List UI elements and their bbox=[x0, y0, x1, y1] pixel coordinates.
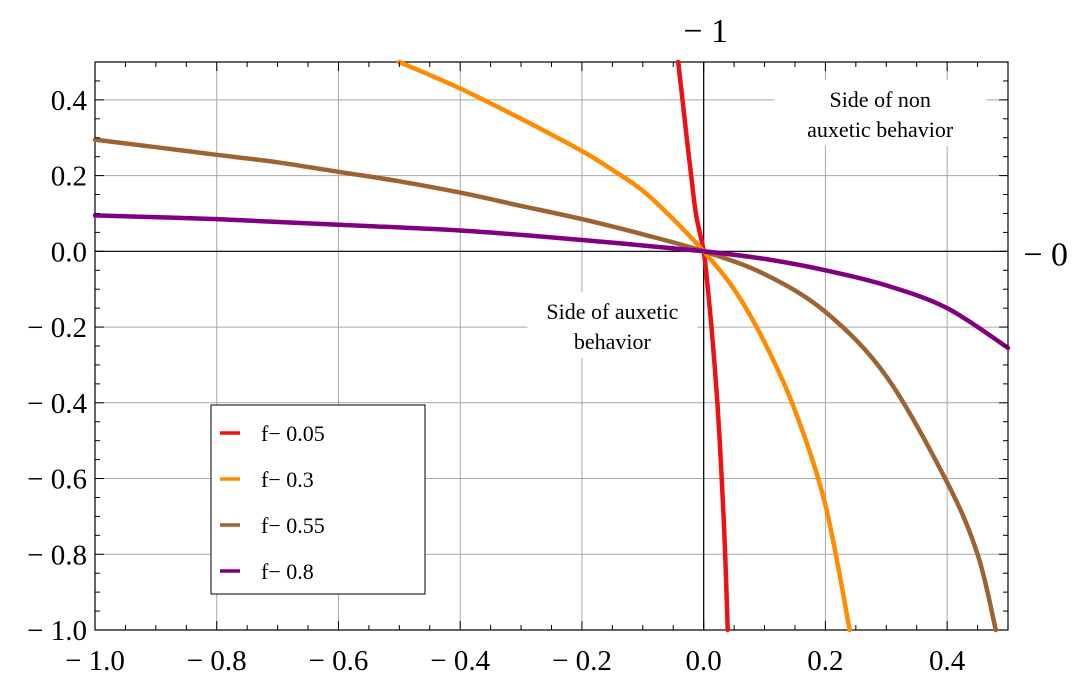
x-axis-end-label: − 0 bbox=[1023, 236, 1068, 273]
legend-label: f− 0.8 bbox=[261, 559, 314, 584]
y-tick-label: − 0.6 bbox=[27, 464, 87, 496]
x-tick-label: − 0.2 bbox=[552, 645, 612, 677]
annotation-text: behavior bbox=[574, 329, 652, 354]
y-tick-label: − 0.2 bbox=[27, 312, 87, 344]
x-tick-label: 0.0 bbox=[686, 645, 722, 677]
y-axis-end-label: − 1 bbox=[683, 13, 728, 50]
annotation-text: auxetic behavior bbox=[807, 117, 954, 142]
legend-label: f− 0.3 bbox=[261, 467, 314, 492]
series-line bbox=[397, 59, 852, 633]
y-tick-label: − 1.0 bbox=[27, 615, 87, 647]
y-tick-label: 0.4 bbox=[51, 85, 88, 117]
series-line bbox=[92, 137, 999, 633]
y-tick-label: 0.0 bbox=[51, 236, 87, 268]
x-tick-label: − 0.4 bbox=[430, 645, 490, 677]
series-layer bbox=[92, 59, 1011, 633]
x-tick-label: − 0.8 bbox=[187, 645, 247, 677]
ticks-layer: − 1.0 − 0.8 − 0.6 − 0.4 − 0.2 0.0 0.2 0.4 0.4 0.2… bbox=[27, 61, 1009, 677]
series-line bbox=[92, 213, 1011, 351]
x-tick-label: 0.2 bbox=[807, 645, 843, 677]
annotation-box bbox=[774, 80, 987, 147]
x-tick-label: − 1.0 bbox=[65, 645, 125, 677]
y-tick-label: 0.2 bbox=[51, 161, 87, 193]
legend: f− 0.05 f− 0.3 f− 0.55 f− 0.8 bbox=[210, 404, 426, 595]
x-tick-label: 0.4 bbox=[929, 645, 966, 677]
y-tick-label: − 0.4 bbox=[27, 388, 87, 420]
x-tick-label: − 0.6 bbox=[309, 645, 369, 677]
legend-box bbox=[210, 404, 426, 595]
series-line bbox=[675, 59, 730, 633]
annotation-layer: Side of non auxetic behavior Side of auxet… bbox=[527, 80, 987, 359]
annotation-box bbox=[527, 292, 698, 359]
legend-label: f− 0.05 bbox=[261, 421, 325, 446]
y-tick-label: − 0.8 bbox=[27, 539, 87, 571]
annotation-text: Side of non bbox=[829, 87, 930, 112]
annotation-text: Side of auxetic bbox=[546, 299, 678, 324]
legend-label: f− 0.55 bbox=[261, 513, 325, 538]
